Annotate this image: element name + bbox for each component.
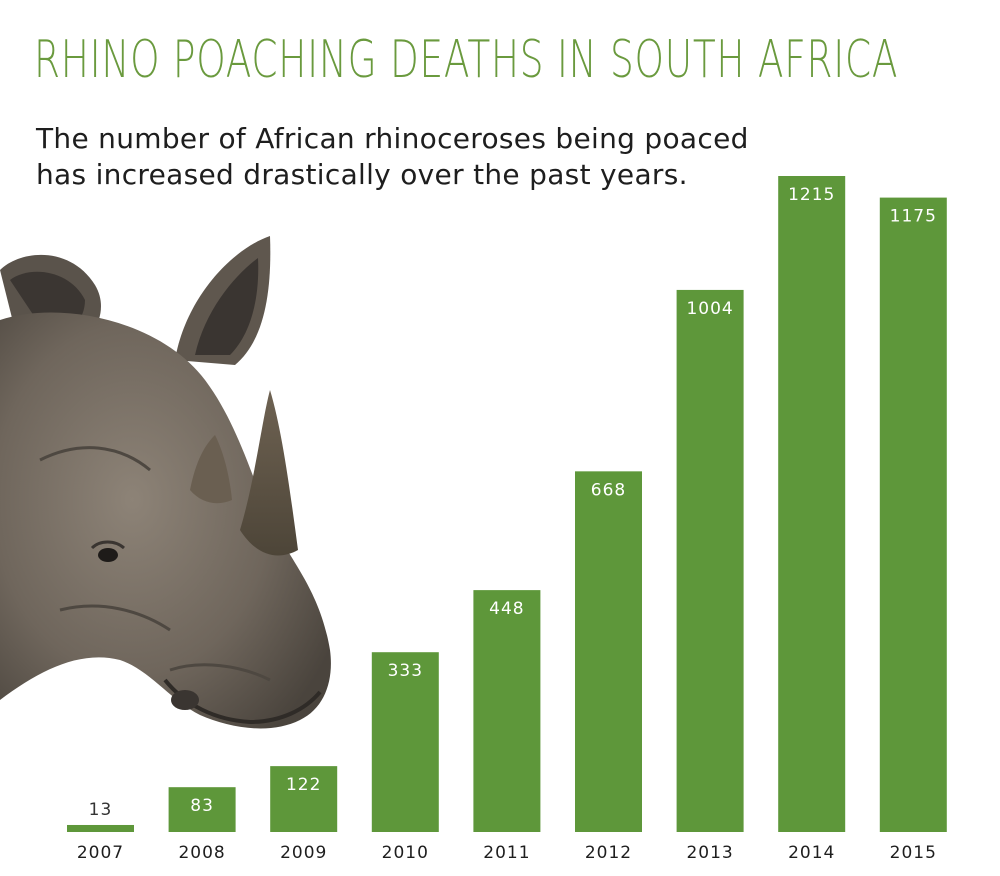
data-label-2013: 1004 bbox=[686, 299, 733, 319]
x-tick-label-2014: 2014 bbox=[788, 843, 835, 863]
chart-subtitle: The number of African rhinoceroses being… bbox=[36, 122, 749, 191]
bar-2015 bbox=[879, 197, 947, 833]
data-label-2010: 333 bbox=[388, 661, 423, 681]
x-tick-label-2007: 2007 bbox=[77, 843, 124, 863]
data-label-2009: 122 bbox=[286, 775, 321, 795]
x-tick-label-2010: 2010 bbox=[382, 843, 429, 863]
data-label-2015: 1175 bbox=[890, 207, 937, 227]
bar-2011 bbox=[473, 590, 541, 832]
x-tick-label-2008: 2008 bbox=[178, 843, 225, 863]
x-tick-label-2012: 2012 bbox=[585, 843, 632, 863]
x-tick-label-2015: 2015 bbox=[890, 843, 937, 863]
rhino-head-image bbox=[0, 236, 331, 729]
data-label-2012: 668 bbox=[591, 480, 626, 500]
bar-2014 bbox=[778, 176, 846, 832]
bar-2012 bbox=[575, 471, 642, 832]
bar-2007 bbox=[67, 824, 134, 832]
x-tick-label-2013: 2013 bbox=[686, 843, 733, 863]
x-tick-label-2011: 2011 bbox=[483, 843, 530, 863]
bar-2008 bbox=[168, 787, 236, 832]
chart-title: RHINO POACHING DEATHS IN SOUTH AFRICA bbox=[34, 30, 899, 90]
data-label-2011: 448 bbox=[489, 599, 524, 619]
x-tick-label-2009: 2009 bbox=[280, 843, 327, 863]
data-label-2007: 13 bbox=[89, 800, 113, 820]
data-label-2008: 83 bbox=[190, 796, 214, 816]
bar-2009 bbox=[270, 766, 338, 832]
bar-2013 bbox=[676, 289, 744, 833]
bar-2010 bbox=[371, 652, 439, 832]
data-label-2014: 1215 bbox=[788, 185, 835, 205]
